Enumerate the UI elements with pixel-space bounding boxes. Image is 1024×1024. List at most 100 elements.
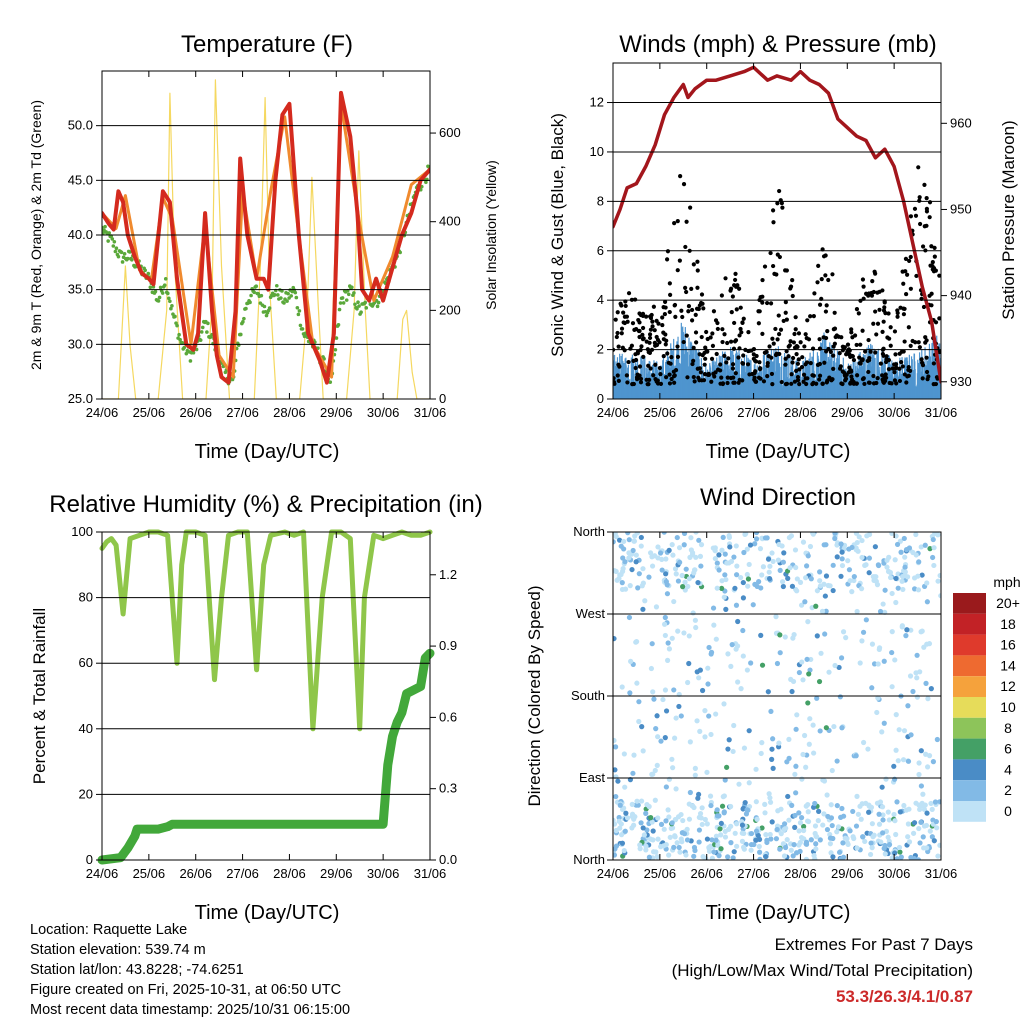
gust-point xyxy=(790,278,795,283)
dewpoint-point xyxy=(163,277,168,281)
direction-point xyxy=(777,567,783,573)
direction-point xyxy=(697,667,703,673)
direction-point xyxy=(821,581,827,587)
dewpoint-point xyxy=(298,323,303,328)
direction-point xyxy=(753,536,760,542)
gust-point xyxy=(873,350,878,355)
direction-point xyxy=(802,599,808,605)
direction-point xyxy=(851,577,857,584)
direction-point xyxy=(823,608,829,614)
direction-point xyxy=(646,854,652,860)
direction-xtick-label: 26/06 xyxy=(690,866,723,881)
gust-point xyxy=(663,342,668,347)
direction-point xyxy=(712,548,718,554)
direction-point xyxy=(625,532,631,536)
direction-point xyxy=(661,826,667,832)
direction-point xyxy=(716,853,722,859)
gust-point xyxy=(652,340,657,346)
gust-point xyxy=(910,338,915,344)
direction-point xyxy=(824,792,830,798)
direction-point xyxy=(738,574,744,581)
direction-point xyxy=(857,660,863,666)
direction-point xyxy=(885,809,891,815)
direction-point xyxy=(905,703,911,709)
direction-point xyxy=(803,575,809,581)
gust-point xyxy=(634,377,640,382)
direction-point xyxy=(722,572,728,578)
winds-xtick-label: 26/06 xyxy=(690,405,723,420)
dewpoint-point xyxy=(156,299,161,303)
dewpoint-point xyxy=(182,345,187,350)
direction-point xyxy=(699,805,705,811)
gust-point xyxy=(715,367,721,372)
direction-point xyxy=(721,810,727,816)
gust-point xyxy=(848,354,853,359)
direction-point xyxy=(914,675,920,681)
gust-point xyxy=(616,344,621,349)
direction-point xyxy=(668,825,674,831)
direction-point xyxy=(824,826,831,833)
legend-swatch xyxy=(953,801,986,822)
dewpoint-point xyxy=(102,231,105,236)
direction-point xyxy=(647,550,654,556)
direction-point xyxy=(904,574,911,580)
gust-point xyxy=(803,362,808,367)
direction-point xyxy=(902,564,908,570)
direction-point xyxy=(832,535,838,542)
gust-point xyxy=(793,327,798,332)
direction-point xyxy=(786,755,792,761)
direction-point xyxy=(640,606,646,612)
direction-point xyxy=(786,817,792,823)
direction-point xyxy=(812,823,819,829)
direction-point xyxy=(746,561,752,568)
direction-point xyxy=(731,554,737,560)
direction-point xyxy=(793,763,799,769)
direction-point xyxy=(881,720,887,726)
direction-point xyxy=(912,575,918,581)
temperature-ytick-label: 30.0 xyxy=(68,336,93,351)
gust-point xyxy=(630,321,636,326)
direction-point xyxy=(762,810,768,816)
direction-point xyxy=(635,585,641,591)
direction-point xyxy=(638,798,645,804)
direction-point xyxy=(775,557,781,563)
gust-point xyxy=(731,346,737,351)
direction-point xyxy=(622,784,628,790)
legend-label: 4 xyxy=(1004,761,1012,777)
humidity-xtick-label: 29/06 xyxy=(320,866,353,881)
humidity-ytick-label: 40 xyxy=(79,721,93,736)
direction-point xyxy=(796,842,802,848)
direction-point xyxy=(695,795,701,801)
dewpoint-point xyxy=(248,300,252,305)
direction-point xyxy=(726,737,732,743)
direction-xtick-label: 30/06 xyxy=(878,866,911,881)
direction-point xyxy=(757,856,763,860)
direction-point xyxy=(663,784,669,790)
direction-point xyxy=(931,838,937,844)
direction-point xyxy=(763,832,769,838)
gust-point xyxy=(933,320,939,325)
direction-point xyxy=(931,562,937,569)
direction-point xyxy=(894,856,900,860)
direction-point xyxy=(866,555,873,561)
direction-point xyxy=(768,708,774,715)
direction-point xyxy=(869,845,875,851)
direction-point xyxy=(696,827,703,833)
location-text: Location: Raquette Lake xyxy=(30,922,188,938)
direction-point xyxy=(893,747,899,753)
direction-point xyxy=(896,844,903,851)
gust-point xyxy=(730,366,736,371)
direction-point xyxy=(879,729,885,735)
direction-point xyxy=(757,546,764,552)
gust-point xyxy=(740,320,745,325)
gust-point xyxy=(858,342,863,347)
2m-temperature-line xyxy=(102,90,430,385)
dewpoint-point xyxy=(357,304,361,308)
direction-point xyxy=(767,831,773,838)
direction-point xyxy=(613,846,618,852)
dewpoint-point xyxy=(294,295,299,300)
direction-point xyxy=(854,845,860,851)
direction-point xyxy=(654,713,660,719)
gust-point xyxy=(738,305,743,310)
sonic-wind-bar xyxy=(729,346,732,399)
